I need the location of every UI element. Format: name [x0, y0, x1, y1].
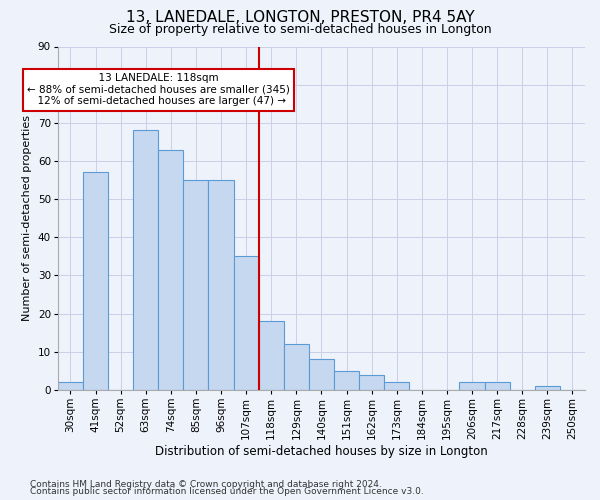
- Text: Contains HM Land Registry data © Crown copyright and database right 2024.: Contains HM Land Registry data © Crown c…: [30, 480, 382, 489]
- Bar: [309, 360, 334, 390]
- Text: 13 LANEDALE: 118sqm  
← 88% of semi-detached houses are smaller (345)
  12% of s: 13 LANEDALE: 118sqm ← 88% of semi-detach…: [27, 73, 290, 106]
- X-axis label: Distribution of semi-detached houses by size in Longton: Distribution of semi-detached houses by …: [155, 444, 488, 458]
- Text: 13, LANEDALE, LONGTON, PRESTON, PR4 5AY: 13, LANEDALE, LONGTON, PRESTON, PR4 5AY: [125, 10, 475, 25]
- Bar: [460, 382, 485, 390]
- Y-axis label: Number of semi-detached properties: Number of semi-detached properties: [22, 115, 32, 321]
- Bar: [158, 150, 184, 390]
- Bar: [83, 172, 108, 390]
- Bar: [259, 321, 284, 390]
- Text: Contains public sector information licensed under the Open Government Licence v3: Contains public sector information licen…: [30, 487, 424, 496]
- Bar: [133, 130, 158, 390]
- Bar: [334, 371, 359, 390]
- Bar: [233, 256, 259, 390]
- Text: Size of property relative to semi-detached houses in Longton: Size of property relative to semi-detach…: [109, 22, 491, 36]
- Bar: [208, 180, 233, 390]
- Bar: [485, 382, 509, 390]
- Bar: [384, 382, 409, 390]
- Bar: [535, 386, 560, 390]
- Bar: [58, 382, 83, 390]
- Bar: [359, 374, 384, 390]
- Bar: [184, 180, 208, 390]
- Bar: [284, 344, 309, 390]
